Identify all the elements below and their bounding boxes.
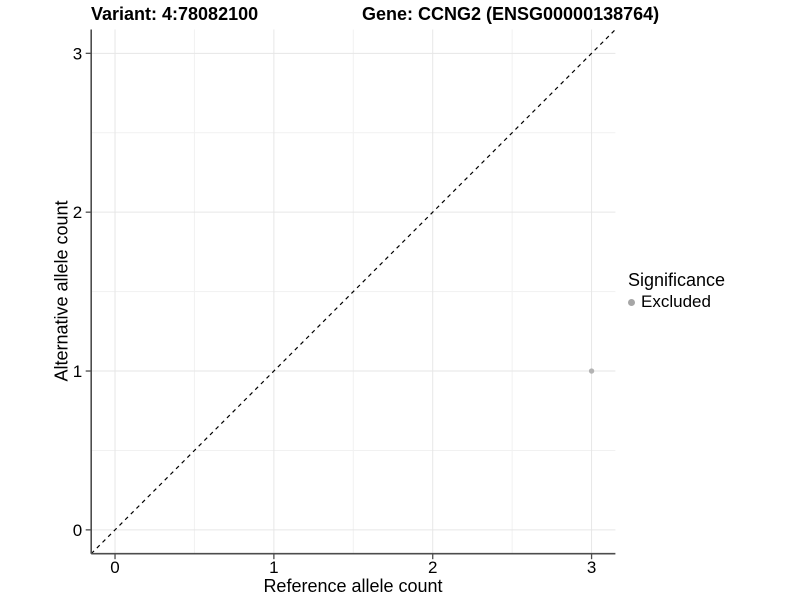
data-point <box>588 368 595 374</box>
plot-title-variant: Variant: 4:78082100 <box>91 4 259 24</box>
legend-title: Significance <box>628 270 726 290</box>
y-tick-label: 0 <box>73 521 82 540</box>
legend-entry-excluded: Excluded <box>628 292 725 312</box>
legend-key-circle-icon <box>628 298 635 306</box>
x-axis-title: Reference allele count <box>263 576 443 596</box>
x-tick-label: 3 <box>587 558 596 577</box>
plot-title-gene: Gene: CCNG2 (ENSG00000138764) <box>362 4 660 24</box>
identity-line <box>90 29 616 555</box>
y-axis-title: Alternative allele count <box>51 200 72 382</box>
y-tick-label: 3 <box>73 44 82 63</box>
y-tick-label: 2 <box>73 203 82 222</box>
legend: Significance Excluded <box>628 270 725 312</box>
x-tick-label: 2 <box>428 558 437 577</box>
legend-entry-label: Excluded <box>641 292 711 311</box>
y-tick-label: 1 <box>73 362 82 381</box>
x-tick-label: 1 <box>269 558 278 577</box>
x-tick-label: 0 <box>110 558 119 577</box>
